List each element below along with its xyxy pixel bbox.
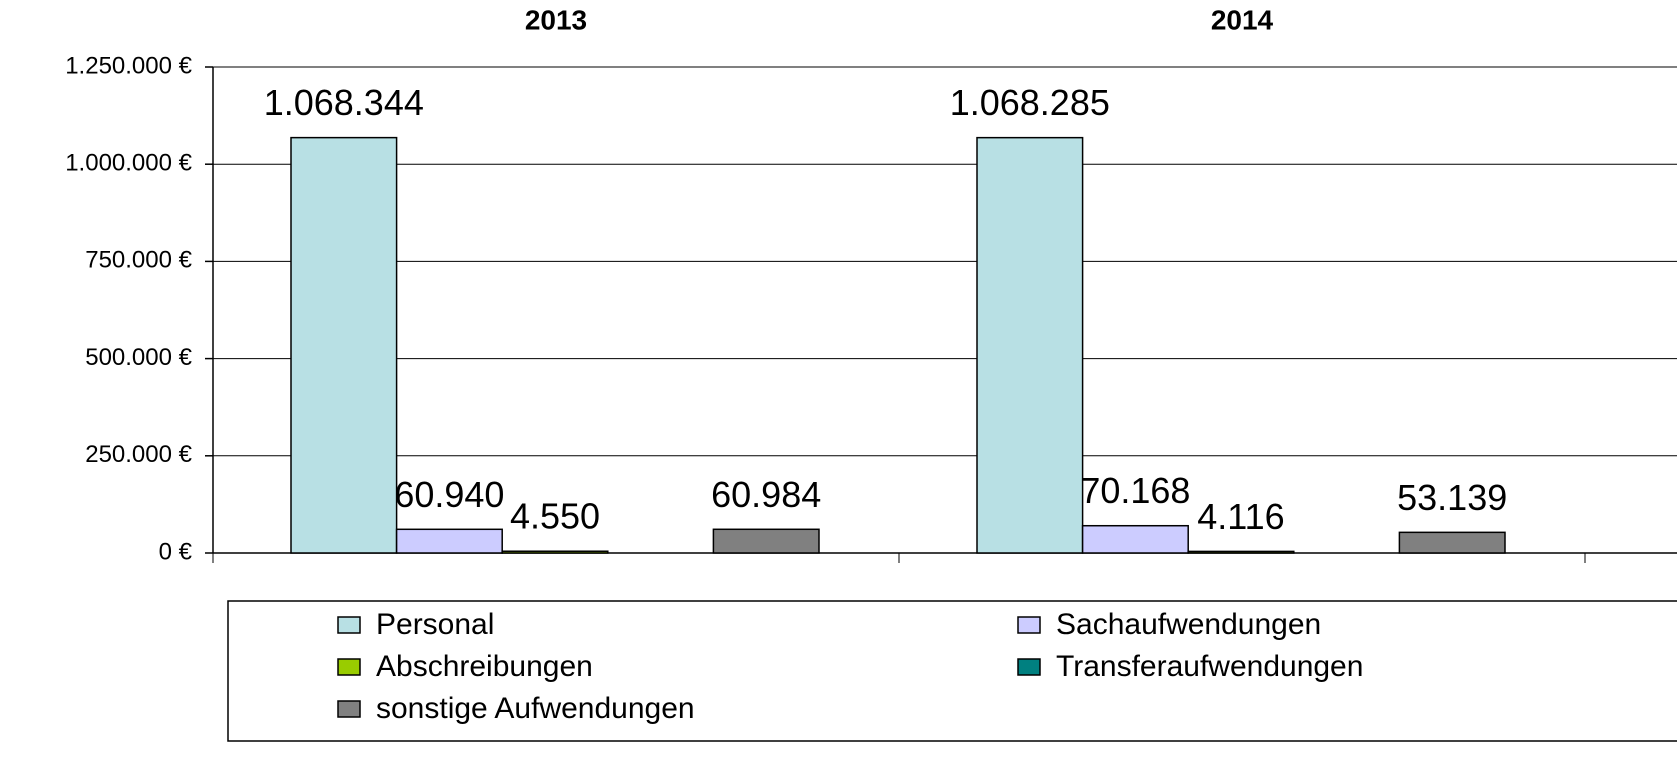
bar [712, 528, 820, 554]
bar [501, 550, 609, 554]
category-label: 2013 [525, 4, 587, 35]
bar [395, 528, 503, 554]
legend-label: Personal [376, 608, 494, 641]
legend-box [227, 600, 1677, 742]
legend-swatch [1017, 658, 1041, 676]
data-label: 60.940 [394, 474, 504, 515]
y-tick-label: 500.000 € [85, 344, 192, 371]
y-tick-label: 750.000 € [85, 247, 192, 274]
data-label: 60.984 [711, 474, 821, 515]
bar [976, 136, 1084, 554]
data-label: 70.168 [1080, 470, 1190, 511]
legend-swatch [337, 658, 361, 676]
y-tick-label: 250.000 € [85, 441, 192, 468]
data-label: 4.550 [510, 496, 600, 537]
bar [1187, 550, 1295, 554]
y-tick-label: 0 € [159, 538, 193, 565]
legend-swatch [337, 700, 361, 718]
y-tick-label: 1.000.000 € [65, 150, 192, 177]
bar [1081, 524, 1189, 554]
category-label: 2014 [1211, 4, 1274, 35]
data-label: 4.116 [1197, 496, 1284, 537]
legend-label: Sachaufwendungen [1056, 608, 1321, 641]
legend-label: sonstige Aufwendungen [376, 692, 695, 725]
data-label: 1.068.344 [264, 82, 424, 123]
data-label: 1.068.285 [950, 82, 1110, 123]
legend-swatch [1017, 616, 1041, 634]
legend-label: Abschreibungen [376, 650, 593, 683]
y-tick-label: 1.250.000 € [65, 52, 192, 79]
bar [1398, 531, 1506, 554]
legend-label: Transferaufwendungen [1056, 650, 1363, 683]
legend-swatch [337, 616, 361, 634]
data-label: 53.139 [1397, 477, 1507, 518]
bar [290, 136, 398, 554]
